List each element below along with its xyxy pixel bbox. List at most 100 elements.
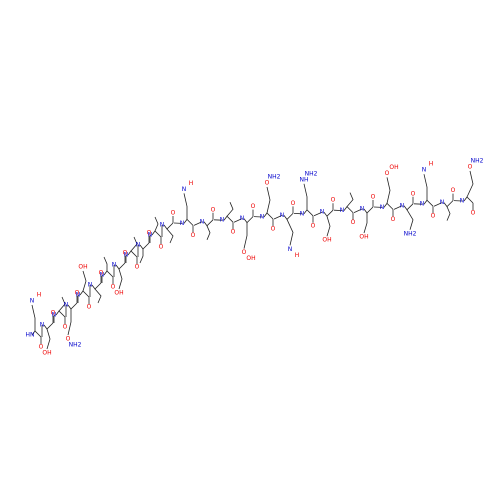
bond — [154, 216, 159, 232]
bond — [466, 170, 474, 198]
bond — [243, 216, 254, 224]
bond — [183, 193, 188, 220]
atom-label: NH2 — [471, 158, 484, 165]
atom-label: O — [159, 244, 164, 251]
atom-label: OH — [322, 237, 331, 244]
atom-label: NH2 — [268, 174, 281, 181]
atom-label: OH — [359, 234, 368, 241]
bond — [31, 304, 36, 331]
bond — [463, 196, 474, 204]
bond — [383, 202, 394, 210]
atom-label: N — [30, 298, 35, 305]
bond — [363, 206, 374, 214]
atom-label: O — [451, 187, 456, 194]
atom-label: N — [100, 272, 105, 279]
bond — [226, 202, 234, 217]
atom-label: O — [431, 213, 436, 220]
atom-label: N — [64, 302, 69, 309]
bond — [115, 262, 126, 270]
bond — [67, 309, 72, 336]
atom-label: O — [271, 226, 276, 233]
atom-label: NH2 — [404, 230, 417, 237]
bond — [323, 209, 334, 217]
bond — [343, 205, 354, 213]
atom-label: N — [148, 232, 153, 239]
atom-label: N — [380, 204, 385, 211]
bond — [363, 213, 368, 234]
bond — [346, 192, 354, 207]
bond — [58, 296, 66, 312]
bond — [393, 205, 403, 210]
atom-label: NH2 — [305, 170, 318, 177]
atom-label: O — [311, 222, 316, 229]
bond — [326, 216, 331, 237]
atom-label: OH — [389, 164, 398, 171]
atom-label: OH — [78, 264, 87, 271]
atom-label: N — [160, 222, 165, 229]
atom-label: N — [76, 292, 81, 299]
bond — [263, 212, 274, 220]
bond — [446, 206, 451, 221]
bond — [103, 270, 114, 278]
bond — [273, 215, 283, 220]
bond — [139, 242, 150, 250]
atom-label: N — [88, 282, 93, 289]
bond — [313, 211, 323, 217]
bond — [183, 218, 194, 226]
atom-label: O — [471, 210, 476, 217]
atom-label: O — [99, 270, 104, 277]
bond — [386, 177, 391, 204]
bond — [423, 174, 428, 201]
bond — [55, 310, 66, 318]
atom-label: N — [52, 312, 57, 319]
atom-label: N — [240, 215, 245, 222]
atom-label: H — [429, 161, 434, 168]
atom-label: O — [351, 219, 356, 226]
bond — [443, 200, 454, 208]
atom-label: N — [460, 198, 465, 205]
atom-label: H — [189, 180, 194, 187]
bond — [118, 268, 123, 290]
atom-label: N — [124, 252, 129, 259]
atom-label: N — [320, 209, 325, 216]
bond — [82, 270, 87, 292]
atom-label: N — [360, 206, 365, 213]
atom-label: O — [111, 284, 116, 291]
atom-label: O — [51, 310, 56, 317]
bond — [283, 213, 294, 221]
atom-label: O — [191, 232, 196, 239]
bond — [303, 183, 308, 210]
atom-label: N — [280, 212, 285, 219]
atom-label: NH — [300, 176, 309, 183]
bond — [303, 209, 314, 217]
atom-label: O — [371, 194, 376, 201]
atom-label: O — [331, 197, 336, 204]
atom-label: O — [242, 249, 247, 256]
atom-label: O — [123, 250, 128, 257]
atom-label: H — [295, 252, 300, 259]
bond — [206, 225, 211, 240]
atom-label: O — [135, 264, 140, 271]
bond — [223, 215, 234, 223]
bond — [166, 228, 174, 244]
bond — [233, 218, 243, 223]
atom-label: O — [171, 210, 176, 217]
atom-label: O — [468, 164, 473, 171]
bond — [130, 236, 138, 252]
bond — [139, 249, 144, 264]
atom-label: N — [180, 220, 185, 227]
atom-label: O — [291, 200, 296, 207]
atom-label: O — [231, 229, 236, 236]
bond — [79, 290, 90, 298]
atom-label: N — [40, 322, 45, 329]
atom-label: O — [211, 206, 216, 213]
atom-label: N — [200, 218, 205, 225]
atom-label: N — [420, 201, 425, 208]
atom-label: O — [251, 203, 256, 210]
bond — [43, 322, 54, 330]
bond — [67, 302, 78, 310]
atom-label: O — [385, 170, 390, 177]
atom-label: O — [391, 216, 396, 223]
bond — [91, 282, 102, 290]
atom-label: N — [136, 242, 141, 249]
